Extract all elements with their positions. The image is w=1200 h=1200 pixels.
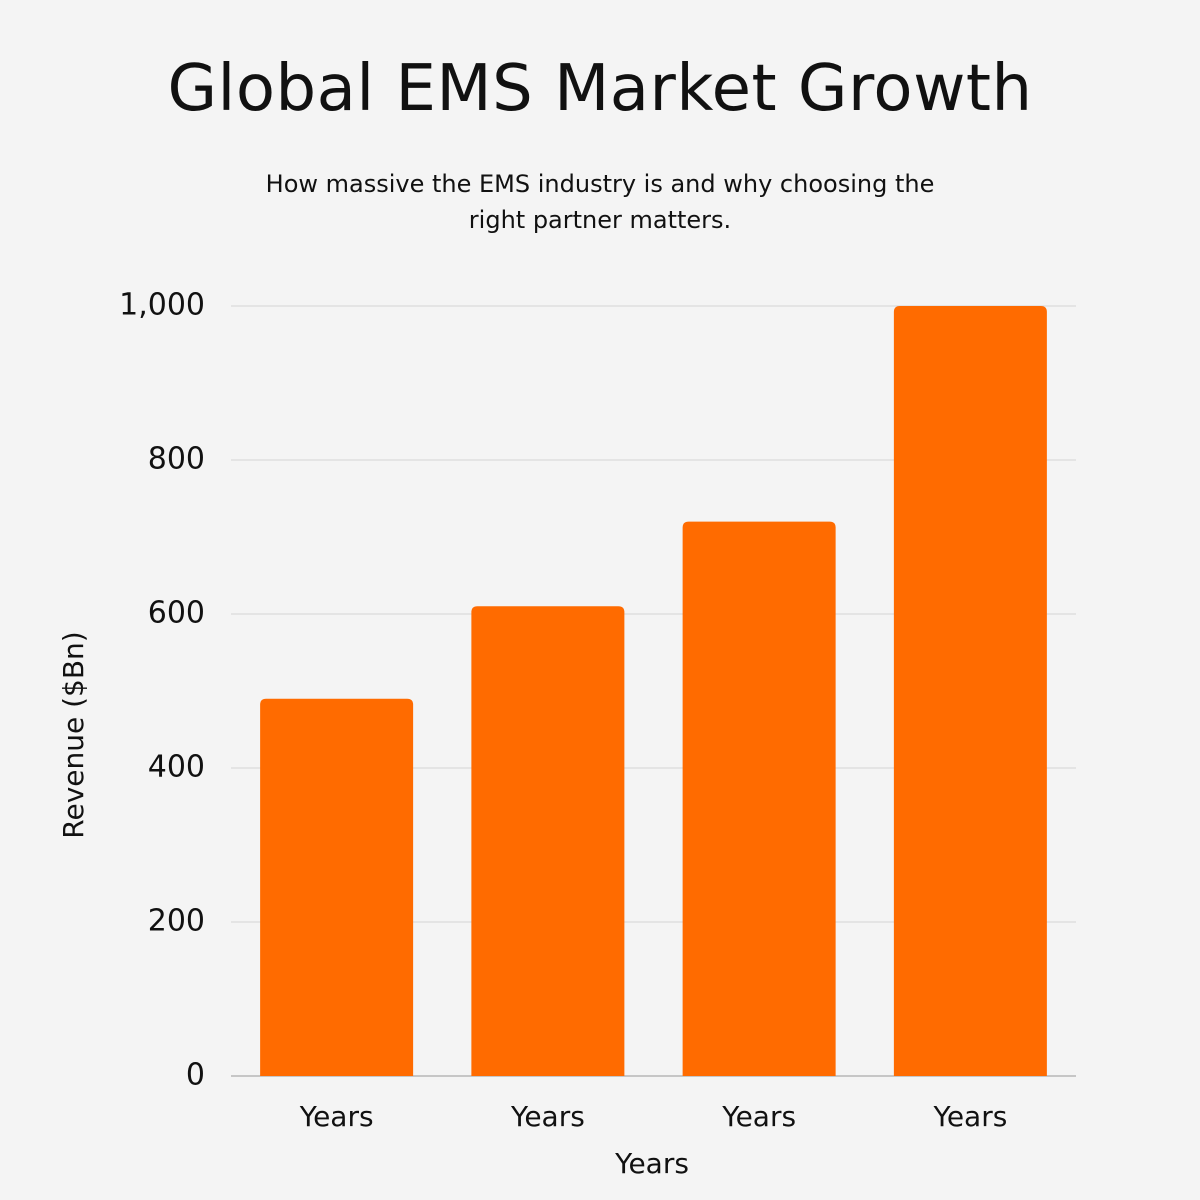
bar — [893, 306, 1047, 1076]
y-tick-label: 200 — [148, 904, 205, 939]
y-tick-label: 800 — [148, 442, 205, 477]
x-tick-label: Years — [721, 1100, 796, 1133]
y-tick-label: 0 — [186, 1058, 205, 1093]
y-axis-title: Revenue ($Bn) — [57, 631, 90, 838]
y-tick-label: 1,000 — [119, 288, 205, 323]
y-tick-label: 600 — [148, 596, 205, 631]
bar — [260, 698, 414, 1076]
chart-subtitle: How massive the EMS industry is and why … — [265, 170, 935, 234]
x-tick-label: Years — [932, 1100, 1007, 1133]
x-tick-label: Years — [299, 1100, 374, 1133]
bar — [471, 606, 625, 1076]
bar — [682, 521, 836, 1076]
x-axis-title: Years — [614, 1147, 689, 1180]
y-tick-label: 400 — [148, 750, 205, 785]
x-tick-label: Years — [510, 1100, 585, 1133]
chart-title: Global EMS Market Growth — [167, 52, 1033, 126]
